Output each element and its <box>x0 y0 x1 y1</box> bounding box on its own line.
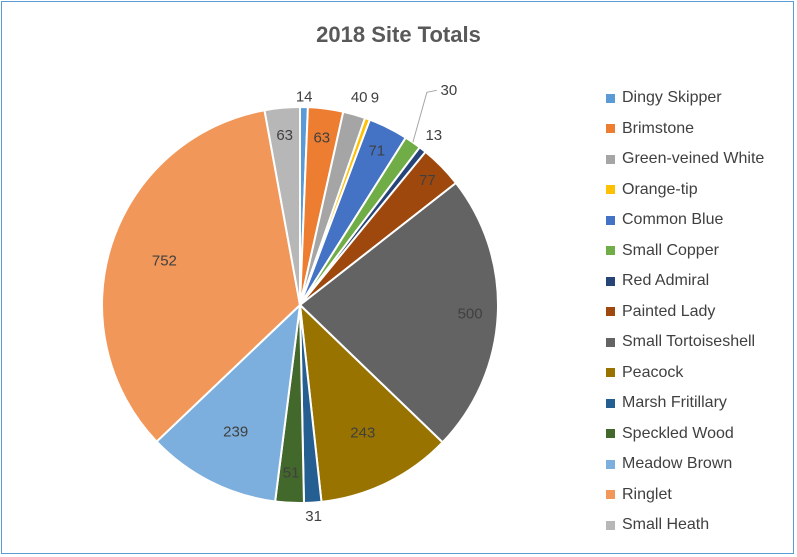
legend-swatch <box>606 215 615 225</box>
legend-swatch <box>606 154 615 164</box>
data-label-painted-lady: 77 <box>419 172 436 189</box>
data-label-brimstone: 63 <box>313 130 330 147</box>
legend-item-peacock: Peacock <box>606 358 764 389</box>
pie-slice-peacock <box>298 302 445 503</box>
legend-label: Meadow Brown <box>622 455 733 473</box>
legend-item-speckled-wood: Speckled Wood <box>606 419 764 450</box>
legend-swatch <box>606 124 615 134</box>
legend-swatch <box>606 276 615 286</box>
legend-label: Red Admiral <box>622 272 710 290</box>
legend-swatch <box>606 337 615 347</box>
data-label-green-veined-white: 40 <box>351 89 368 106</box>
legend-label: Ringlet <box>622 485 672 503</box>
data-label-small-tortoiseshell: 500 <box>458 305 483 322</box>
chart-title: 2018 Site Totals <box>316 22 481 47</box>
legend-swatch <box>606 307 615 317</box>
legend-item-small-copper: Small Copper <box>606 236 764 267</box>
legend-item-brimstone: Brimstone <box>606 114 764 145</box>
legend-swatch <box>606 490 615 500</box>
legend-item-small-heath: Small Heath <box>606 510 764 541</box>
legend-item-red-admiral: Red Admiral <box>606 266 764 297</box>
legend-item-meadow-brown: Meadow Brown <box>606 449 764 480</box>
legend-label: Common Blue <box>622 211 724 229</box>
data-label-speckled-wood: 51 <box>283 465 300 482</box>
legend-label: Small Copper <box>622 241 719 259</box>
legend-swatch <box>606 93 615 103</box>
data-label-ringlet: 752 <box>152 252 177 269</box>
pie-slice-small-tortoiseshell <box>298 181 499 444</box>
legend-item-small-tortoiseshell: Small Tortoiseshell <box>606 327 764 358</box>
data-label-dingy-skipper: 14 <box>296 89 313 106</box>
legend-item-ringlet: Ringlet <box>606 480 764 511</box>
leader-line-small-copper <box>412 89 437 143</box>
data-label-orange-tip: 9 <box>371 90 379 107</box>
legend-item-dingy-skipper: Dingy Skipper <box>606 83 764 114</box>
legend-label: Painted Lady <box>622 302 716 320</box>
legend-label: Speckled Wood <box>622 424 734 442</box>
legend-item-marsh-fritillary: Marsh Fritillary <box>606 388 764 419</box>
data-label-common-blue: 71 <box>368 142 385 159</box>
legend-swatch <box>606 520 615 530</box>
legend-label: Green-veined White <box>622 150 765 168</box>
pie-slice-ringlet <box>101 109 302 443</box>
legend-swatch <box>606 185 615 195</box>
legend-swatch <box>606 246 615 256</box>
legend-label: Marsh Fritillary <box>622 394 727 412</box>
legend-label: Orange-tip <box>622 180 698 198</box>
data-label-small-heath: 63 <box>276 127 293 144</box>
legend-label: Peacock <box>622 363 684 381</box>
data-label-peacock: 243 <box>350 425 375 442</box>
legend-swatch <box>606 368 615 378</box>
pie-slice-meadow-brown <box>155 302 302 503</box>
chart-legend: Dingy Skipper Brimstone Green-veined White… <box>606 83 764 541</box>
data-label-meadow-brown: 239 <box>223 424 248 441</box>
legend-swatch <box>606 398 615 408</box>
data-label-small-copper: 30 <box>441 82 458 99</box>
data-label-red-admiral: 13 <box>425 127 442 144</box>
legend-swatch <box>606 429 615 439</box>
legend-label: Dingy Skipper <box>622 89 722 107</box>
data-label-marsh-fritillary: 31 <box>305 508 322 525</box>
pie-slice-small-heath <box>263 105 301 306</box>
legend-label: Small Tortoiseshell <box>622 333 756 351</box>
legend-item-common-blue: Common Blue <box>606 205 764 236</box>
legend-swatch <box>606 459 615 469</box>
legend-label: Small Heath <box>622 516 710 534</box>
legend-item-orange-tip: Orange-tip <box>606 175 764 206</box>
legend-item-green-veined-white: Green-veined White <box>606 144 764 175</box>
legend-label: Brimstone <box>622 119 695 137</box>
legend-item-painted-lady: Painted Lady <box>606 297 764 328</box>
